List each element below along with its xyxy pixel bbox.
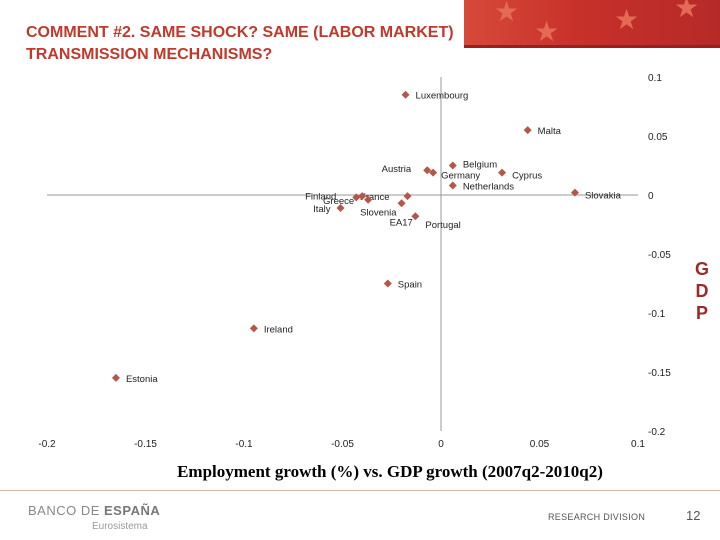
data-label: Spain — [398, 280, 422, 291]
x-tick-label: 0 — [438, 439, 444, 450]
research-division-label: RESEARCH DIVISION — [548, 512, 646, 522]
data-label: Malta — [538, 126, 562, 137]
data-point — [523, 126, 532, 135]
data-label: Greece — [323, 196, 354, 207]
data-point — [423, 166, 432, 175]
data-point — [383, 279, 392, 288]
data-label: Portugal — [425, 220, 460, 231]
logo-text-part1: BANCO DE — [28, 503, 105, 518]
gdp-axis-label: G D P — [690, 258, 714, 324]
data-label: Finland — [305, 191, 336, 202]
page-number: 12 — [686, 508, 701, 523]
star-icon: ★ — [674, 0, 700, 23]
y-tick-label: -0.2 — [648, 427, 666, 438]
logo-text-part2: ESPAÑA — [104, 503, 161, 518]
star-icon: ★ — [614, 4, 640, 35]
gdp-letter: P — [695, 303, 708, 323]
data-point — [401, 90, 410, 99]
data-label: France — [360, 192, 390, 203]
star-icon: ★ — [534, 16, 560, 47]
data-point — [111, 373, 120, 382]
data-point — [498, 168, 507, 177]
data-label: EA17 — [390, 217, 413, 228]
data-label: Belgium — [463, 160, 497, 171]
x-tick-label: 0.05 — [530, 439, 550, 450]
x-tick-label: -0.15 — [134, 439, 157, 450]
gdp-letter: D — [695, 281, 709, 301]
x-tick-label: -0.1 — [235, 439, 253, 450]
data-label: Austria — [382, 164, 412, 175]
data-label: Slovenia — [360, 208, 397, 219]
data-point — [249, 324, 258, 333]
data-point — [448, 181, 457, 190]
slide-title: COMMENT #2. SAME SHOCK? SAME (LABOR MARK… — [26, 24, 454, 63]
data-point — [397, 199, 406, 208]
y-tick-label: -0.05 — [648, 250, 671, 261]
data-point — [364, 195, 373, 204]
gdp-letter: G — [694, 259, 709, 279]
data-label: Luxembourg — [416, 91, 469, 102]
data-label: Estonia — [126, 374, 158, 385]
data-point — [570, 188, 579, 197]
data-point — [429, 168, 438, 177]
data-point — [336, 203, 345, 212]
x-tick-label: -0.2 — [38, 439, 56, 450]
data-point — [448, 161, 457, 170]
star-icon: ★ — [494, 0, 520, 27]
chart-caption: Employment growth (%) vs. GDP growth (20… — [177, 462, 603, 481]
data-label: Slovakia — [585, 191, 622, 202]
x-tick-label: -0.05 — [331, 439, 354, 450]
bank-logo: BANCO DE ESPAÑA — [28, 503, 160, 518]
data-point — [352, 193, 361, 202]
data-label: Netherlands — [463, 182, 514, 193]
y-tick-label: 0.1 — [648, 73, 662, 84]
logo-subtitle: Eurosistema — [92, 521, 148, 532]
y-tick-label: -0.1 — [648, 309, 666, 320]
y-tick-label: 0 — [648, 191, 654, 202]
banner-underline — [464, 45, 720, 48]
data-point — [403, 192, 412, 201]
footer-divider — [0, 490, 720, 491]
data-label: Italy — [313, 204, 331, 215]
y-tick-label: 0.05 — [648, 132, 668, 143]
data-label: Ireland — [264, 324, 293, 335]
y-tick-label: -0.15 — [648, 368, 671, 379]
data-point — [411, 212, 420, 221]
x-tick-label: 0.1 — [631, 439, 645, 450]
data-point — [358, 192, 367, 201]
data-label: Cyprus — [512, 171, 542, 182]
data-label: Germany — [441, 171, 480, 182]
flag-banner: ★ ★ ★ ★ — [464, 0, 720, 48]
scatter-chart: 0.1 0.05 0 -0.05 -0.1 -0.15 -0.2 -0.2 -0.15 -0.1 -… — [38, 73, 671, 450]
